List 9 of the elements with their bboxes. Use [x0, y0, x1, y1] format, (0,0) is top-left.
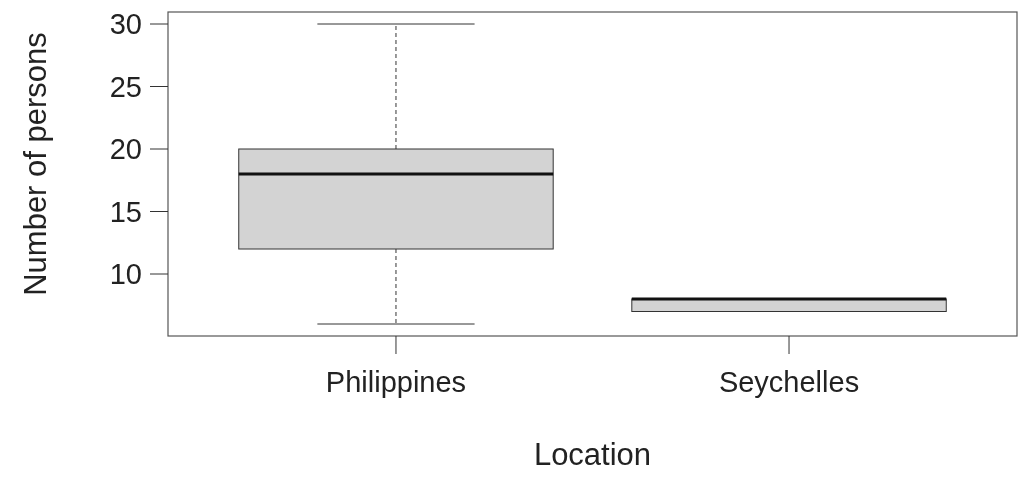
y-tick-label: 15 — [109, 195, 142, 228]
y-tick-label: 20 — [109, 133, 142, 166]
x-axis-title: Location — [533, 437, 652, 472]
y-axis-title: Number of persons — [18, 32, 53, 296]
x-tick-label: Philippines — [325, 366, 467, 398]
y-tick-label: 25 — [109, 70, 142, 103]
y-tick-label: 10 — [109, 258, 142, 291]
y-tick-label: 30 — [109, 8, 142, 41]
x-tick-label: Seychelles — [718, 366, 860, 398]
